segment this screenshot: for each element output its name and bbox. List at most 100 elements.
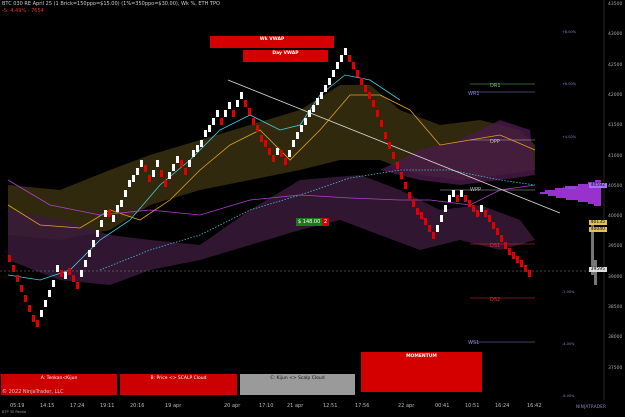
price-box-top: 40592: [588, 183, 607, 188]
renko-brick: [332, 70, 335, 77]
renko-brick: [504, 242, 507, 249]
price-tick: 38000: [608, 335, 623, 341]
renko-brick: [96, 230, 99, 237]
renko-brick: [428, 225, 431, 232]
renko-brick: [32, 315, 35, 322]
trade-pnl-tag[interactable]: $ 148.00: [296, 218, 323, 226]
renko-brick: [200, 140, 203, 147]
renko-brick: [164, 180, 167, 187]
renko-brick: [408, 192, 411, 199]
renko-brick: [516, 256, 519, 263]
renko-brick: [464, 195, 467, 202]
renko-brick: [108, 210, 111, 217]
renko-brick: [80, 270, 83, 277]
renko-brick: [508, 248, 511, 255]
renko-brick: [232, 110, 235, 117]
ds1-label: DS1: [490, 243, 501, 249]
renko-brick: [120, 200, 123, 207]
time-tick: 19:11: [100, 403, 115, 409]
renko-brick: [216, 110, 219, 117]
ninjatrader-logo: NINJATRADER: [576, 404, 607, 409]
renko-brick: [88, 250, 91, 257]
time-tick: 17:10: [259, 403, 274, 409]
renko-brick: [220, 118, 223, 125]
renko-brick: [396, 162, 399, 169]
renko-brick: [416, 208, 419, 215]
renko-brick: [400, 172, 403, 179]
renko-brick: [460, 190, 463, 197]
renko-brick: [252, 118, 255, 125]
renko-brick: [524, 265, 527, 272]
renko-brick: [480, 205, 483, 212]
renko-brick: [172, 164, 175, 171]
renko-brick: [36, 320, 39, 327]
renko-brick: [368, 92, 371, 99]
wk-vwap-banner: Wk VWAP: [210, 36, 334, 48]
renko-brick: [224, 110, 227, 117]
renko-brick: [160, 170, 163, 177]
renko-brick: [60, 270, 63, 277]
price-tick: 42500: [608, 62, 623, 68]
renko-brick: [280, 150, 283, 157]
time-tick: 19 apr: [165, 403, 182, 409]
time-tick: 10:51: [465, 403, 480, 409]
price-cloud-button[interactable]: B: Price <> SCALP Cloud: [120, 374, 237, 395]
renko-brick: [188, 160, 191, 167]
renko-brick: [84, 260, 87, 267]
trade-qty-tag[interactable]: 2: [322, 218, 330, 226]
renko-brick: [136, 168, 139, 175]
kumo-cloud-upper: [8, 85, 535, 240]
renko-brick: [204, 130, 207, 137]
renko-brick: [360, 78, 363, 85]
renko-brick: [28, 305, 31, 312]
momentum-banner: MOMENTUM: [361, 352, 482, 392]
percent-label: +6.00%: [562, 82, 577, 86]
renko-brick: [404, 182, 407, 189]
gray-profile: [591, 225, 597, 285]
renko-brick: [432, 232, 435, 239]
renko-brick: [476, 210, 479, 217]
renko-brick: [376, 110, 379, 117]
kijun-cloud-button[interactable]: C: Kijun <> Scalp Cloud: [240, 374, 355, 395]
renko-brick: [436, 225, 439, 232]
renko-brick: [68, 268, 71, 275]
renko-brick: [24, 295, 27, 302]
price-tick: 41000: [608, 153, 623, 159]
wpp-label: WPP: [470, 187, 481, 193]
renko-brick: [316, 98, 319, 105]
renko-brick: [180, 160, 183, 167]
renko-brick: [440, 215, 443, 222]
renko-brick: [384, 132, 387, 139]
price-box-last: 39595: [588, 267, 607, 272]
renko-brick: [388, 142, 391, 149]
renko-brick: [12, 265, 15, 272]
time-tick: 05:19: [10, 403, 25, 409]
chart-title: BTC 030 RE April 25 (1 Brick=150ppo=$15.…: [2, 1, 220, 7]
renko-brick: [44, 300, 47, 307]
renko-brick: [228, 102, 231, 109]
renko-brick: [448, 195, 451, 202]
renko-brick: [16, 275, 19, 282]
time-tick: 16:42: [527, 403, 542, 409]
renko-brick: [148, 175, 151, 182]
renko-brick: [484, 210, 487, 217]
footer-note: BTP 30 Renko: [2, 410, 27, 414]
renko-brick: [208, 125, 211, 132]
price-tick: 43500: [608, 2, 623, 7]
renko-brick: [248, 108, 251, 115]
price-tick: 40000: [608, 214, 623, 220]
time-tick: 20:16: [130, 403, 145, 409]
time-tick: 17:56: [355, 403, 370, 409]
dpp-label: DPP: [490, 139, 500, 145]
wr1-label: WR1: [468, 91, 480, 97]
copyright: © 2022 NinjaTrader, LLC: [2, 389, 64, 395]
tenkan-kijun-button[interactable]: A: Tenkan<Kijun: [1, 374, 117, 395]
percent-label: -2.00%: [562, 290, 575, 294]
renko-brick: [348, 55, 351, 62]
price-tick: 39000: [608, 274, 623, 280]
price-tick: 43000: [608, 32, 623, 38]
renko-brick: [196, 145, 199, 152]
percent-label: +2.00%: [562, 186, 577, 190]
